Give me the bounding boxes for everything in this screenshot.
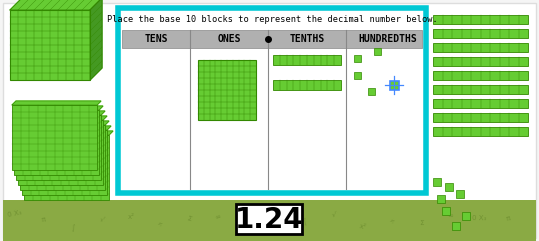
Text: ∞: ∞: [215, 213, 222, 221]
Bar: [456, 190, 464, 198]
Bar: [16, 115, 101, 180]
Text: ÷: ÷: [389, 217, 396, 224]
Bar: [10, 10, 90, 80]
Text: 0 X₃: 0 X₃: [8, 209, 23, 218]
Bar: [14, 110, 99, 175]
Polygon shape: [90, 0, 102, 80]
Bar: [3, 200, 536, 241]
Text: Place the base 10 blocks to represent the decimal number below.: Place the base 10 blocks to represent th…: [107, 15, 437, 25]
Bar: [442, 207, 450, 215]
Text: x²: x²: [128, 214, 135, 220]
Bar: [368, 88, 375, 95]
Bar: [20, 125, 105, 190]
Text: ∫: ∫: [302, 218, 308, 226]
Text: √: √: [99, 217, 105, 224]
Bar: [433, 29, 528, 38]
Bar: [452, 222, 460, 230]
Text: TENS: TENS: [144, 34, 168, 44]
Bar: [433, 57, 528, 66]
Polygon shape: [22, 126, 111, 130]
Bar: [198, 60, 256, 120]
Text: π: π: [42, 216, 46, 223]
Polygon shape: [10, 0, 102, 10]
Text: 1.24: 1.24: [234, 206, 303, 234]
Bar: [12, 105, 97, 170]
Text: Σ: Σ: [419, 220, 423, 226]
Text: √: √: [331, 213, 336, 219]
Text: 0 X₃: 0 X₃: [472, 215, 486, 221]
Bar: [122, 12, 422, 189]
Bar: [433, 113, 528, 122]
Bar: [390, 81, 399, 90]
Bar: [462, 212, 470, 220]
Bar: [24, 135, 109, 200]
Bar: [433, 99, 528, 108]
Bar: [354, 55, 361, 62]
Text: ∞: ∞: [447, 213, 453, 219]
Text: π: π: [505, 215, 511, 222]
Bar: [433, 178, 441, 186]
Bar: [118, 8, 426, 193]
FancyBboxPatch shape: [236, 204, 302, 234]
Bar: [433, 71, 528, 80]
Bar: [433, 127, 528, 136]
Text: x²: x²: [359, 223, 367, 231]
Bar: [374, 48, 381, 55]
Text: Σ: Σ: [186, 215, 192, 222]
Text: TENTHS: TENTHS: [289, 34, 324, 44]
Text: HUNDREDTHS: HUNDREDTHS: [358, 34, 417, 44]
Bar: [437, 195, 445, 203]
Bar: [433, 85, 528, 94]
Polygon shape: [20, 121, 109, 125]
Polygon shape: [18, 116, 107, 120]
Polygon shape: [16, 111, 105, 115]
Text: 0 X₃: 0 X₃: [240, 213, 254, 219]
Bar: [122, 30, 422, 48]
Polygon shape: [14, 106, 103, 110]
Text: ÷: ÷: [156, 220, 163, 227]
Text: π: π: [273, 224, 279, 231]
Text: ∫: ∫: [71, 225, 75, 232]
Text: ONES: ONES: [217, 34, 241, 44]
Bar: [433, 43, 528, 52]
Bar: [354, 72, 361, 79]
Bar: [273, 80, 341, 90]
Bar: [22, 130, 107, 195]
Polygon shape: [24, 131, 113, 135]
Bar: [273, 55, 341, 65]
Bar: [445, 183, 453, 191]
Bar: [18, 120, 103, 185]
Bar: [433, 15, 528, 24]
Polygon shape: [12, 101, 101, 105]
